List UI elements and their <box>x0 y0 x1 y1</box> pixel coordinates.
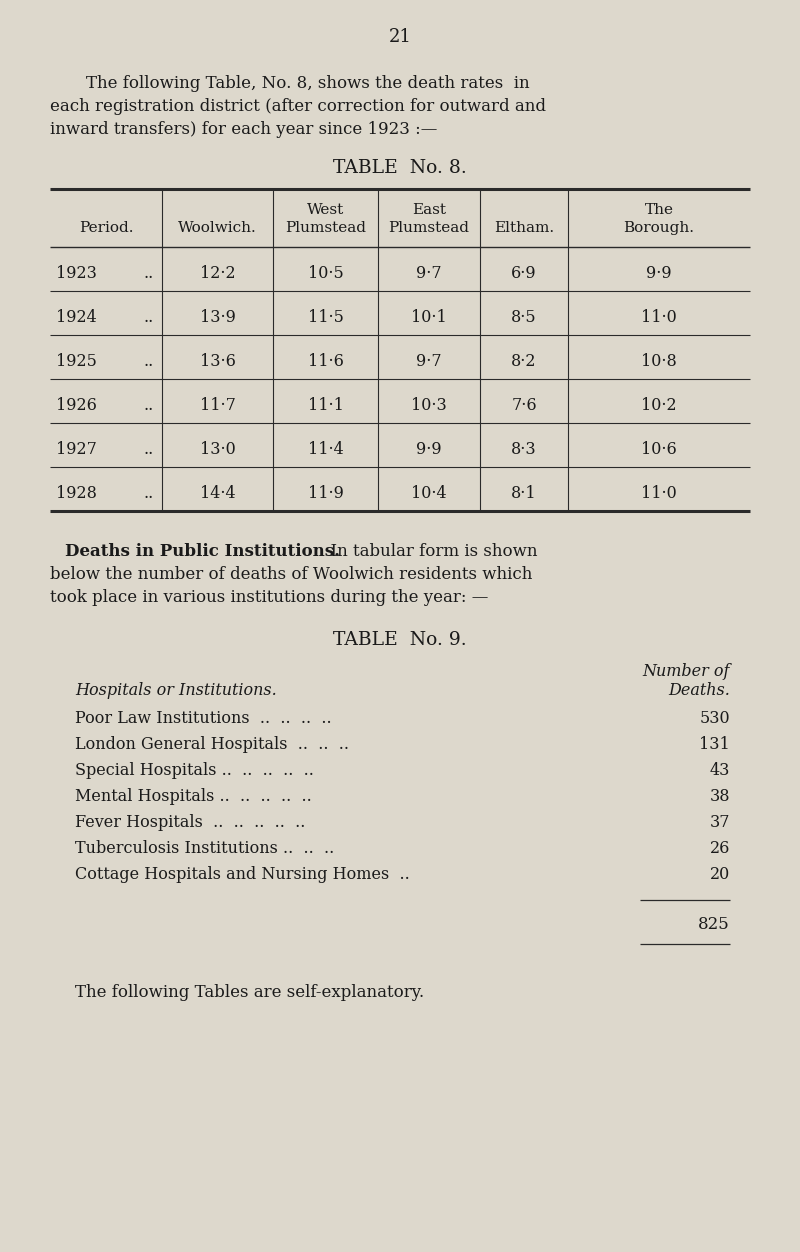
Text: 1927: 1927 <box>56 442 97 458</box>
Text: 1925: 1925 <box>56 353 97 371</box>
Text: 9·7: 9·7 <box>416 265 442 283</box>
Text: Period.: Period. <box>78 222 134 235</box>
Text: 10·8: 10·8 <box>641 353 677 371</box>
Text: Fever Hospitals  ..  ..  ..  ..  ..: Fever Hospitals .. .. .. .. .. <box>75 814 306 831</box>
Text: 26: 26 <box>710 840 730 858</box>
Text: 6·9: 6·9 <box>511 265 537 283</box>
Text: 10·3: 10·3 <box>411 397 447 414</box>
Text: Deaths.: Deaths. <box>668 682 730 699</box>
Text: 10·2: 10·2 <box>641 397 677 414</box>
Text: 10·1: 10·1 <box>411 309 447 327</box>
Text: In tabular form is shown: In tabular form is shown <box>320 543 538 560</box>
Text: Borough.: Borough. <box>623 222 694 235</box>
Text: ..: .. <box>144 265 154 283</box>
Text: The following Tables are self-explanatory.: The following Tables are self-explanator… <box>75 984 424 1002</box>
Text: Plumstead: Plumstead <box>389 222 470 235</box>
Text: TABLE  No. 9.: TABLE No. 9. <box>333 631 467 649</box>
Text: London General Hospitals  ..  ..  ..: London General Hospitals .. .. .. <box>75 736 349 752</box>
Text: 14·4: 14·4 <box>200 486 235 502</box>
Text: 20: 20 <box>710 866 730 883</box>
Text: 9·7: 9·7 <box>416 353 442 371</box>
Text: ..: .. <box>144 309 154 327</box>
Text: Special Hospitals ..  ..  ..  ..  ..: Special Hospitals .. .. .. .. .. <box>75 762 314 779</box>
Text: took place in various institutions during the year: —: took place in various institutions durin… <box>50 588 488 606</box>
Text: inward transfers) for each year since 1923 :—: inward transfers) for each year since 19… <box>50 121 438 138</box>
Text: 7·6: 7·6 <box>511 397 537 414</box>
Text: 11·4: 11·4 <box>308 442 343 458</box>
Text: Hospitals or Institutions.: Hospitals or Institutions. <box>75 682 277 699</box>
Text: 8·1: 8·1 <box>511 486 537 502</box>
Text: 1926: 1926 <box>56 397 97 414</box>
Text: 11·5: 11·5 <box>307 309 343 327</box>
Text: Eltham.: Eltham. <box>494 222 554 235</box>
Text: each registration district (after correction for outward and: each registration district (after correc… <box>50 98 546 115</box>
Text: 11·6: 11·6 <box>307 353 343 371</box>
Text: 825: 825 <box>698 916 730 933</box>
Text: 9·9: 9·9 <box>646 265 672 283</box>
Text: Deaths in Public Institutions.: Deaths in Public Institutions. <box>65 543 340 560</box>
Text: 13·9: 13·9 <box>199 309 235 327</box>
Text: The following Table, No. 8, shows the death rates  in: The following Table, No. 8, shows the de… <box>65 75 530 91</box>
Text: TABLE  No. 8.: TABLE No. 8. <box>333 159 467 177</box>
Text: Woolwich.: Woolwich. <box>178 222 257 235</box>
Text: 13·0: 13·0 <box>200 442 235 458</box>
Text: 11·1: 11·1 <box>307 397 343 414</box>
Text: 11·0: 11·0 <box>641 309 677 327</box>
Text: Tuberculosis Institutions ..  ..  ..: Tuberculosis Institutions .. .. .. <box>75 840 334 858</box>
Text: 38: 38 <box>710 788 730 805</box>
Text: 10·5: 10·5 <box>308 265 343 283</box>
Text: 131: 131 <box>699 736 730 752</box>
Text: West: West <box>307 203 344 217</box>
Text: 37: 37 <box>710 814 730 831</box>
Text: Mental Hospitals ..  ..  ..  ..  ..: Mental Hospitals .. .. .. .. .. <box>75 788 312 805</box>
Text: 43: 43 <box>710 762 730 779</box>
Text: ..: .. <box>144 486 154 502</box>
Text: 12·2: 12·2 <box>200 265 235 283</box>
Text: 10·4: 10·4 <box>411 486 447 502</box>
Text: Number of: Number of <box>642 664 730 680</box>
Text: ..: .. <box>144 442 154 458</box>
Text: Plumstead: Plumstead <box>285 222 366 235</box>
Text: Cottage Hospitals and Nursing Homes  ..: Cottage Hospitals and Nursing Homes .. <box>75 866 410 883</box>
Text: 1924: 1924 <box>56 309 97 327</box>
Text: 1923: 1923 <box>56 265 97 283</box>
Text: 21: 21 <box>389 28 411 46</box>
Text: 10·6: 10·6 <box>641 442 677 458</box>
Text: 11·0: 11·0 <box>641 486 677 502</box>
Text: ..: .. <box>144 353 154 371</box>
Text: 9·9: 9·9 <box>416 442 442 458</box>
Text: Poor Law Institutions  ..  ..  ..  ..: Poor Law Institutions .. .. .. .. <box>75 710 332 727</box>
Text: 13·6: 13·6 <box>199 353 235 371</box>
Text: 8·5: 8·5 <box>511 309 537 327</box>
Text: 8·2: 8·2 <box>511 353 537 371</box>
Text: 530: 530 <box>699 710 730 727</box>
Text: East: East <box>412 203 446 217</box>
Text: 1928: 1928 <box>56 486 97 502</box>
Text: 11·7: 11·7 <box>199 397 235 414</box>
Text: 8·3: 8·3 <box>511 442 537 458</box>
Text: ..: .. <box>144 397 154 414</box>
Text: The: The <box>645 203 674 217</box>
Text: 11·9: 11·9 <box>307 486 343 502</box>
Text: below the number of deaths of Woolwich residents which: below the number of deaths of Woolwich r… <box>50 566 532 583</box>
